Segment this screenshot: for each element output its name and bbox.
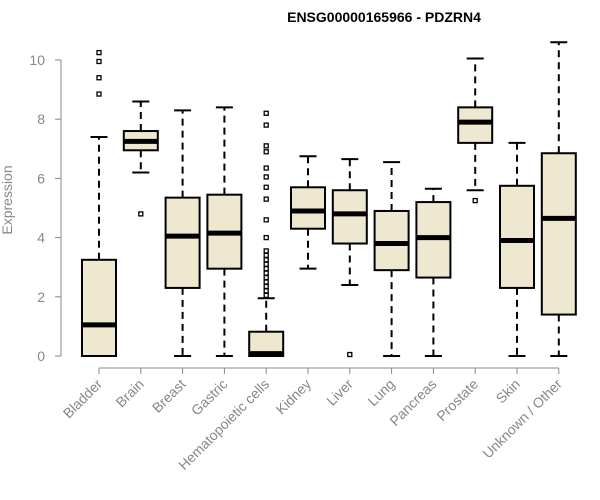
outlier-hematopoietic-cells-11	[263, 234, 269, 241]
outlier-hematopoietic-cells-3	[263, 279, 269, 285]
box-prostate	[457, 106, 494, 144]
outlier-hematopoietic-cells-7	[263, 261, 269, 267]
box-breast	[164, 196, 201, 289]
outlier-hematopoietic-cells-5	[263, 270, 269, 276]
outlier-hematopoietic-cells-17	[263, 149, 269, 155]
y-tick-label-8: 8	[37, 111, 45, 127]
x-tick-label-lung: Lung	[364, 376, 397, 409]
x-tick-label-kidney: Kidney	[273, 376, 315, 418]
outlier-hematopoietic-cells-18	[263, 143, 269, 149]
outlier-bladder-1	[96, 75, 102, 81]
x-tick-label-liver: Liver	[323, 376, 356, 409]
outlier-hematopoietic-cells-15	[263, 174, 269, 180]
outlier-hematopoietic-cells-19	[263, 122, 269, 128]
x-tick-label-brain: Brain	[112, 376, 146, 410]
outlier-hematopoietic-cells-2	[263, 283, 269, 290]
outlier-hematopoietic-cells-1	[263, 288, 269, 294]
box-lung	[373, 209, 410, 272]
y-tick-label-0: 0	[37, 348, 45, 364]
outlier-hematopoietic-cells-9	[263, 252, 269, 259]
outlier-hematopoietic-cells-13	[263, 196, 269, 202]
box-kidney	[290, 186, 326, 230]
outlier-hematopoietic-cells-6	[263, 266, 269, 272]
x-tick-label-bladder: Bladder	[60, 376, 106, 422]
chart-title: ENSG00000165966 - PDZRN4	[287, 9, 481, 25]
x-tick-label-breast: Breast	[149, 376, 189, 416]
outlier-hematopoietic-cells-20	[263, 110, 269, 116]
x-tick-label-skin: Skin	[493, 376, 524, 407]
outlier-bladder-0	[96, 91, 102, 97]
y-tick-label-2: 2	[37, 289, 45, 305]
y-tick-label-10: 10	[29, 52, 45, 68]
outlier-liver-0	[347, 351, 353, 358]
y-tick-label-6: 6	[37, 170, 45, 186]
x-tick-label-prostate: Prostate	[433, 376, 481, 424]
y-axis-label: Expression	[0, 165, 15, 234]
outlier-hematopoietic-cells-4	[263, 274, 269, 281]
outlier-bladder-3	[96, 49, 102, 56]
outlier-hematopoietic-cells-16	[263, 165, 269, 171]
y-tick-label-4: 4	[37, 230, 45, 246]
outlier-hematopoietic-cells-12	[263, 217, 269, 223]
box-skin	[499, 184, 535, 289]
box-bladder	[81, 258, 117, 357]
outlier-hematopoietic-cells-10	[263, 248, 269, 254]
outlier-bladder-2	[96, 58, 102, 65]
outlier-hematopoietic-cells-14	[263, 184, 269, 190]
box-liver	[331, 189, 368, 245]
box-unknown-other	[540, 152, 577, 316]
x-tick-label-unknown-other: Unknown / Other	[479, 376, 565, 462]
outlier-prostate-0	[472, 197, 478, 204]
outlier-hematopoietic-cells-0	[263, 292, 269, 298]
outlier-hematopoietic-cells-8	[263, 257, 269, 263]
outlier-brain-0	[138, 211, 144, 217]
